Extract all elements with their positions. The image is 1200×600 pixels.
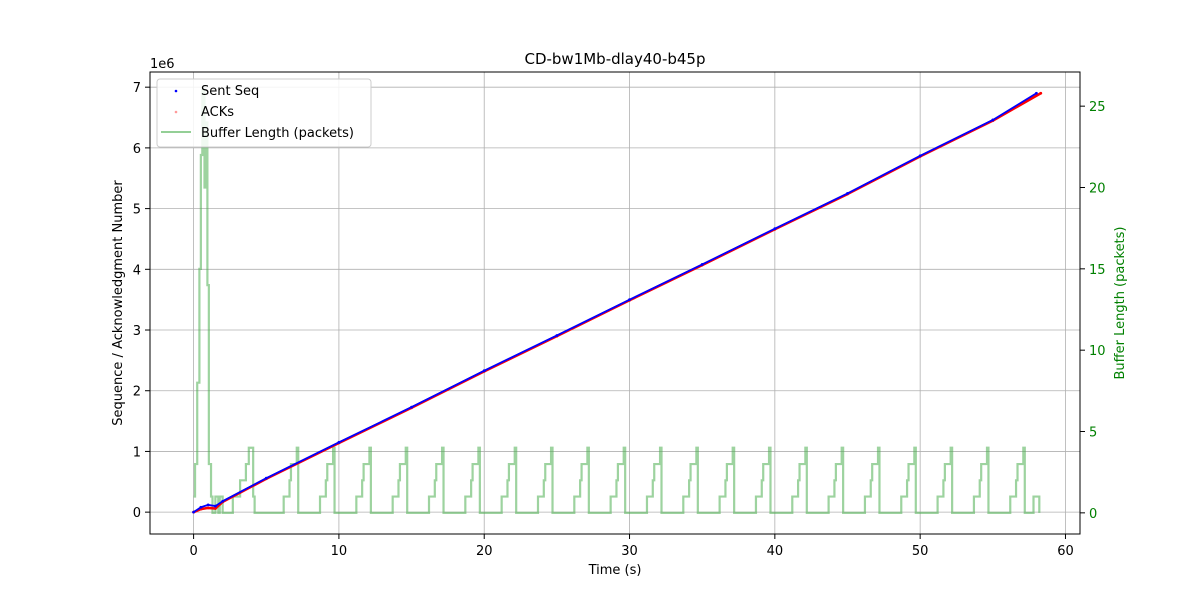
legend-acks-marker	[174, 110, 178, 114]
y-tick-label: 2	[133, 385, 141, 400]
legend-label-buffer: Buffer Length (packets)	[201, 126, 354, 141]
y2-tick-label: 5	[1089, 426, 1097, 441]
sent-seq-point	[221, 499, 225, 503]
ack-point	[1039, 91, 1043, 95]
grid	[150, 72, 1080, 534]
y2-tick-label: 15	[1089, 263, 1106, 278]
sent-seq-line	[192, 92, 1038, 514]
sent-seq-point	[192, 510, 195, 514]
chart-title: CD-bw1Mb-dlay40-b45p	[524, 50, 705, 68]
ack-point	[213, 507, 217, 510]
legend: Sent Seq ACKs Buffer Length (packets)	[156, 78, 372, 148]
legend-label-acks: ACKs	[201, 105, 234, 120]
y2-tick-label: 20	[1089, 182, 1106, 197]
buffer-length-line	[193, 88, 1041, 514]
x-tick-label: 10	[331, 544, 348, 559]
y-tick-label: 4	[133, 263, 141, 278]
y-tick-label: 5	[133, 203, 141, 218]
x-axis-label: Time (s)	[588, 563, 642, 578]
legend-label-sent: Sent Seq	[201, 84, 259, 99]
sent-seq-point	[700, 263, 704, 266]
sequence-series	[192, 91, 1043, 514]
ack-point	[206, 506, 210, 510]
y2-axis-label: Buffer Length (packets)	[1113, 226, 1128, 379]
y-tick-label: 3	[133, 324, 141, 339]
sent-seq-point	[213, 504, 217, 508]
y2-tick-label: 0	[1089, 507, 1097, 522]
plot-frame	[149, 71, 1081, 535]
sent-seq-point	[410, 405, 413, 409]
legend-box	[156, 78, 372, 148]
y-axis-label: Sequence / Acknowledgment Number	[111, 180, 126, 426]
x-tick-label: 60	[1057, 544, 1074, 559]
x-tick-label: 20	[476, 544, 493, 559]
sent-seq-point	[628, 298, 631, 302]
sent-seq-point	[1035, 91, 1038, 95]
sent-seq-point	[555, 334, 559, 337]
x-tick-label: 50	[912, 544, 929, 559]
sent-seq-point	[206, 503, 210, 507]
y-tick-label: 0	[133, 506, 141, 521]
sent-seq-point	[773, 227, 777, 231]
sent-seq-point	[337, 440, 341, 444]
sent-seq-point	[991, 118, 995, 122]
y-tick-label: 6	[133, 142, 141, 157]
x-tick-label: 0	[189, 544, 197, 559]
sent-seq-point	[846, 192, 849, 195]
y2-tick-label: 10	[1089, 344, 1106, 359]
legend-sent-marker	[174, 89, 178, 93]
x-tick-label: 30	[621, 544, 638, 559]
sent-seq-point	[482, 369, 486, 373]
legend-acks-dot	[174, 110, 178, 114]
buffer-series	[193, 88, 1041, 514]
sent-seq-point	[918, 154, 922, 158]
tick-marks: 0 10 20 30 40 50 60 0 1 2 3 4 5 6 7 0 5 10 15 20 25	[133, 81, 1106, 559]
legend-sent-dot	[174, 89, 178, 93]
y2-tick-label: 25	[1089, 100, 1106, 115]
y-tick-label: 1	[133, 445, 141, 460]
x-tick-label: 40	[767, 544, 784, 559]
y-tick-label: 7	[133, 81, 141, 96]
sent-seq-point	[264, 476, 268, 480]
sent-seq-point	[199, 505, 203, 509]
y-offset-label: 1e6	[150, 57, 175, 72]
